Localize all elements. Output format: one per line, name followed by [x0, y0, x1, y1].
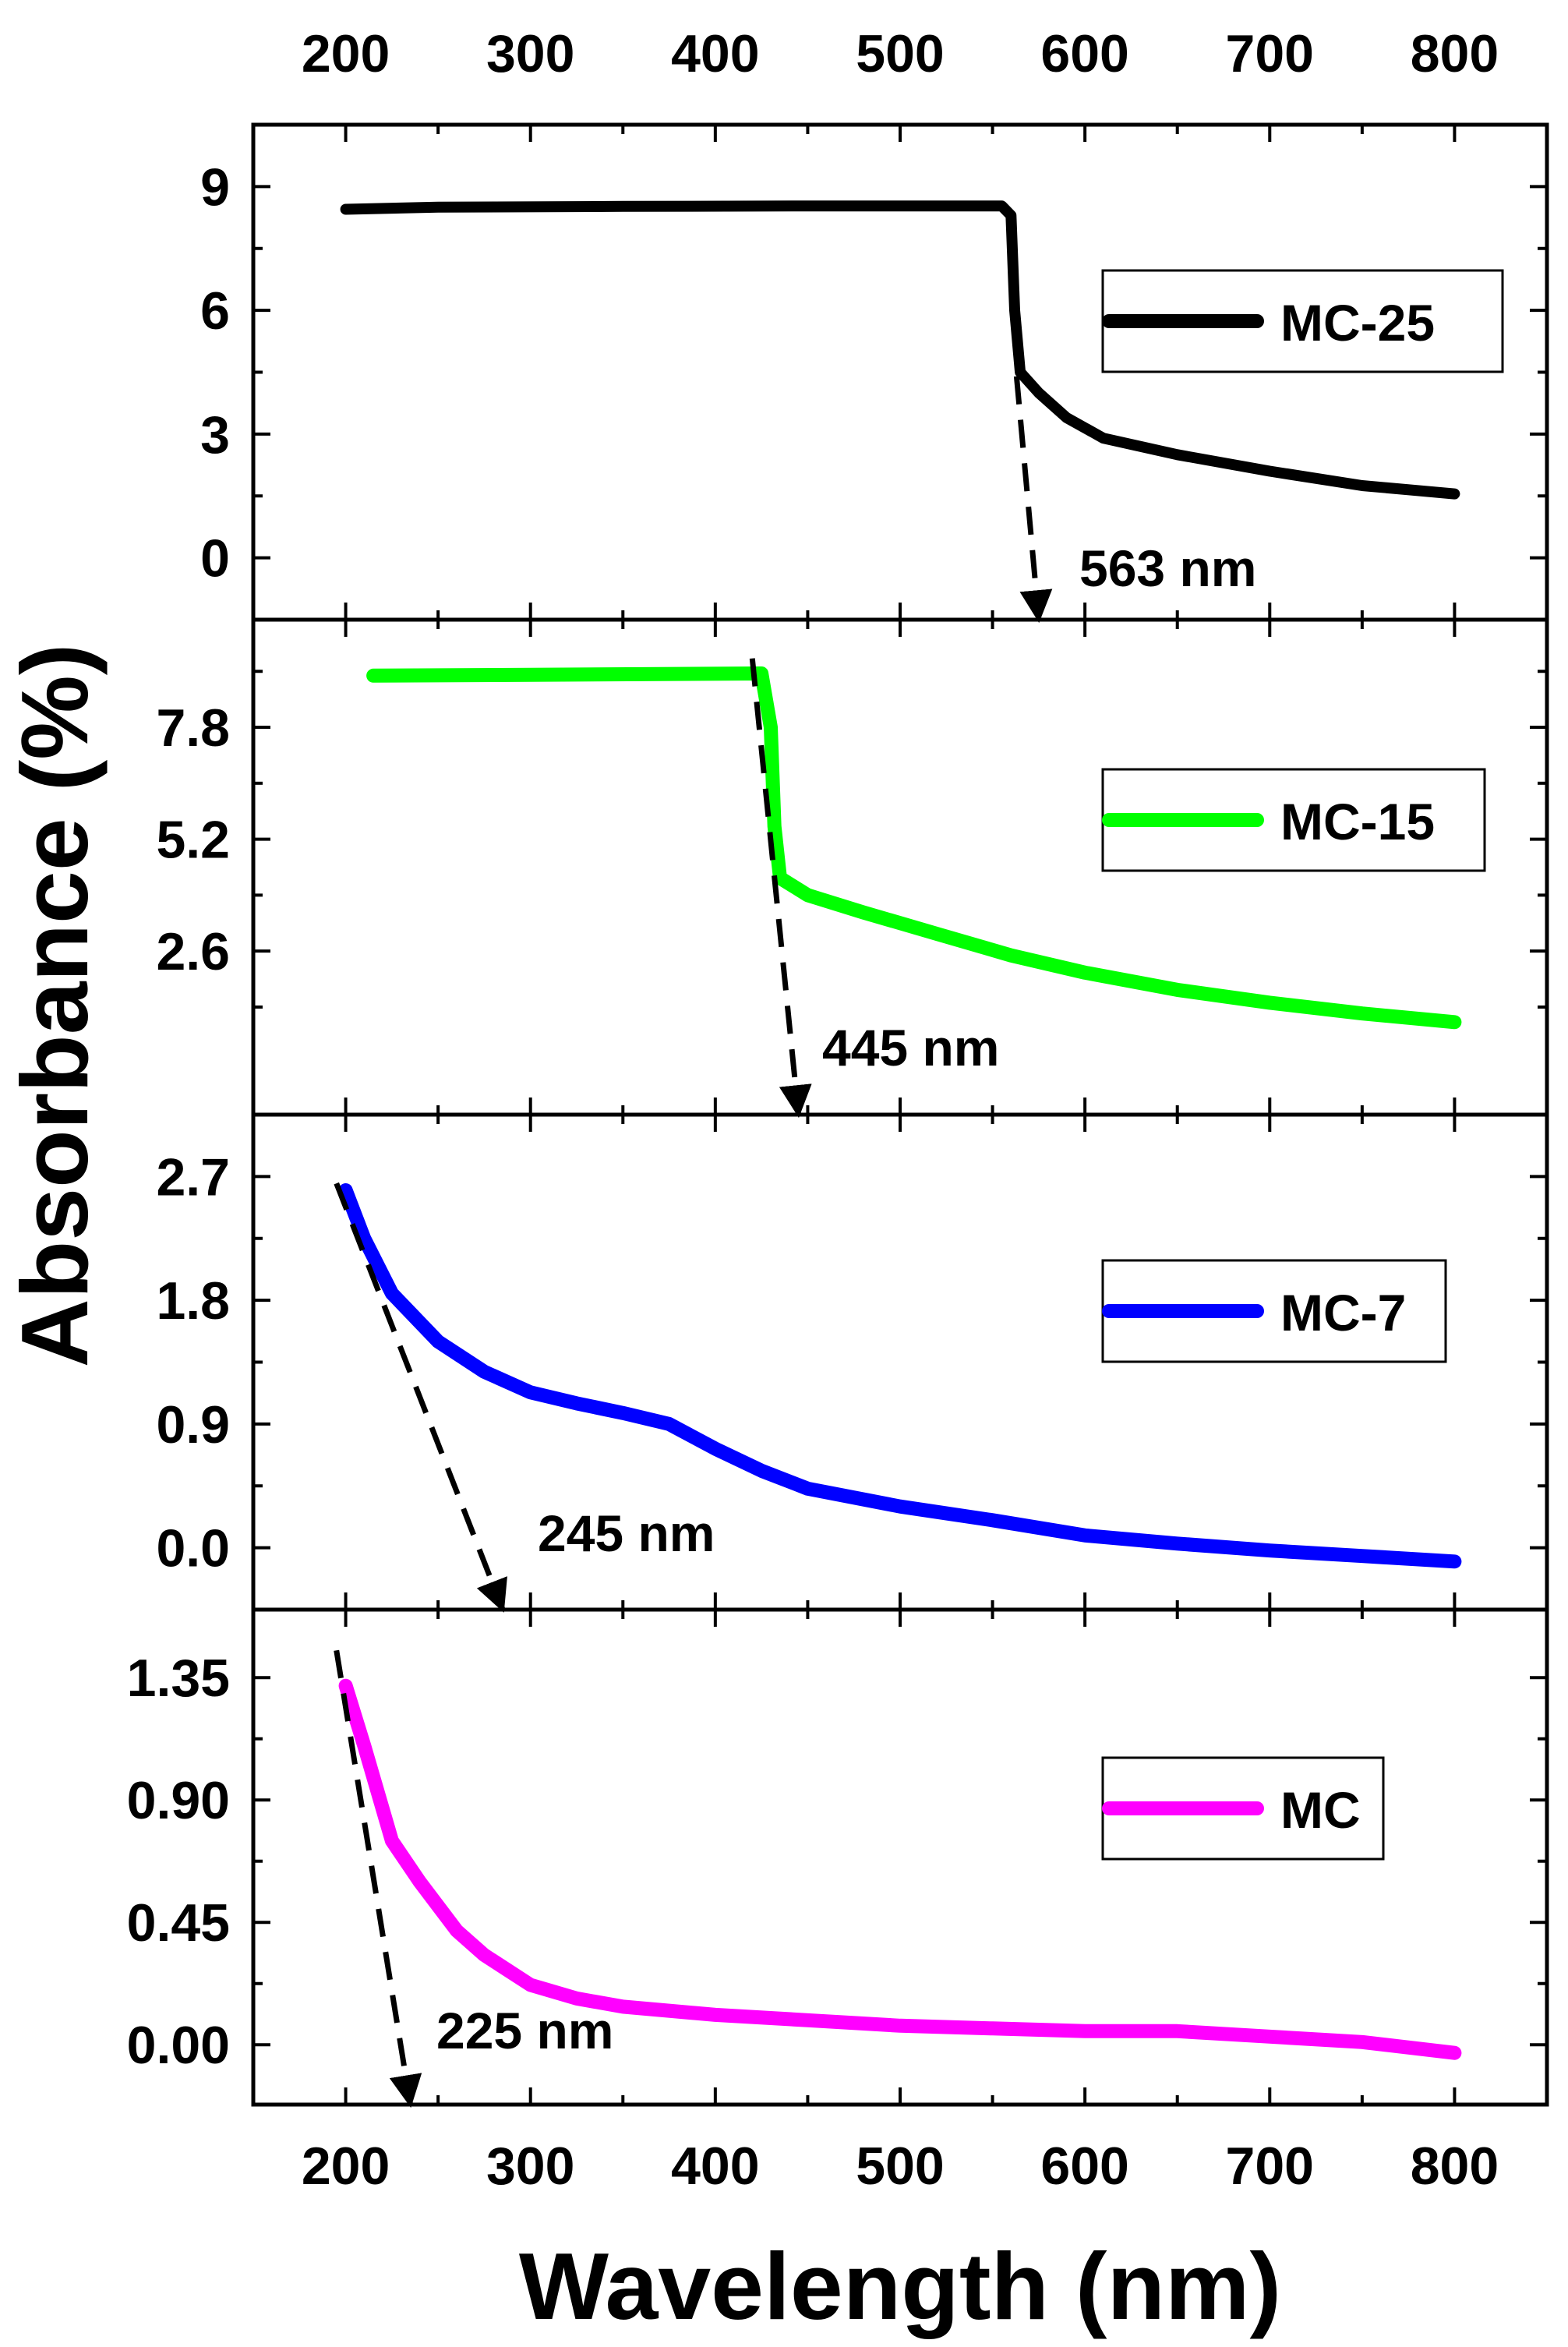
top-x-tick-label: 300: [486, 24, 574, 83]
y-tick-label: 1.8: [156, 1271, 230, 1331]
bottom-x-tick-label: 700: [1226, 2137, 1314, 2196]
legend: MC: [1101, 1756, 1385, 1861]
series-line-mc: [338, 1678, 1462, 2060]
legend-label: MC: [1280, 1781, 1361, 1839]
top-x-tick-label: 200: [302, 24, 390, 83]
top-x-tick-label: 500: [856, 24, 944, 83]
series-line-mc-25: [340, 200, 1460, 500]
bottom-x-tick-label: 300: [486, 2137, 574, 2196]
bottom-x-tick-label: 800: [1411, 2137, 1499, 2196]
legend-label: MC-7: [1280, 1284, 1406, 1341]
panel-mc-25: 0 3 6 9 563 nm MC-25: [200, 122, 1549, 624]
y-tick-label: 5.2: [156, 811, 230, 870]
series-line-mc-7: [338, 1183, 1462, 1569]
annotation-arrow: [1013, 376, 1053, 624]
y-tick-label: 0.00: [127, 2016, 230, 2075]
annotation-label: 563 nm: [1079, 539, 1256, 597]
annotation-arrow: [749, 658, 812, 1119]
x-axis-label: Wavelength (nm): [519, 2233, 1281, 2339]
top-x-tick-label: 800: [1411, 24, 1499, 83]
y-tick-label: 7.8: [156, 698, 230, 758]
bottom-x-tick-label: 600: [1040, 2137, 1128, 2196]
legend-label: MC-25: [1280, 294, 1435, 352]
y-tick-label: 2.7: [156, 1147, 230, 1207]
bottom-x-tick-labels: 200 300 400 500 600 700 800: [302, 2137, 1499, 2196]
panel-mc-15: 2.6 5.2 7.8 445 nm MC-15: [156, 617, 1549, 1119]
y-tick-label: 0.90: [127, 1771, 230, 1830]
series-line-mc-15: [366, 666, 1462, 1030]
y-tick-label: 2.6: [156, 922, 230, 981]
y-tick-label: 0.9: [156, 1395, 230, 1455]
annotation-arrow: [334, 1649, 422, 2108]
y-tick-label: 3: [200, 405, 230, 465]
legend: MC-15: [1101, 768, 1486, 872]
annotation-label: 445 nm: [822, 1019, 999, 1076]
y-tick-label: 1.35: [127, 1649, 230, 1708]
panel-mc-7: 0.0 0.9 1.8 2.7 245 nm MC-7: [156, 1112, 1549, 1613]
annotation-label: 245 nm: [538, 1504, 715, 1562]
top-x-tick-label: 600: [1040, 24, 1128, 83]
bottom-x-tick-label: 200: [302, 2137, 390, 2196]
annotation-label: 225 nm: [436, 2002, 613, 2059]
annotation-arrow: [334, 1182, 507, 1613]
y-tick-label: 0.0: [156, 1519, 230, 1578]
y-tick-label: 0: [200, 529, 230, 589]
legend-label: MC-15: [1280, 793, 1435, 850]
y-tick-label: 0.45: [127, 1893, 230, 1953]
y-tick-label: 6: [200, 281, 230, 341]
bottom-x-tick-label: 500: [856, 2137, 944, 2196]
y-axis-label: Absorbance (%): [2, 644, 108, 1368]
y-tick-label: 9: [200, 157, 230, 217]
legend: MC-25: [1101, 269, 1504, 373]
legend: MC-7: [1101, 1259, 1447, 1363]
top-x-tick-label: 700: [1226, 24, 1314, 83]
top-x-tick-labels: 200 300 400 500 600 700 800: [302, 24, 1499, 83]
bottom-x-tick-label: 400: [671, 2137, 759, 2196]
top-x-tick-label: 400: [671, 24, 759, 83]
panel-mc: 0.00 0.45 0.90 1.35 225 nm MC: [127, 1607, 1549, 2108]
